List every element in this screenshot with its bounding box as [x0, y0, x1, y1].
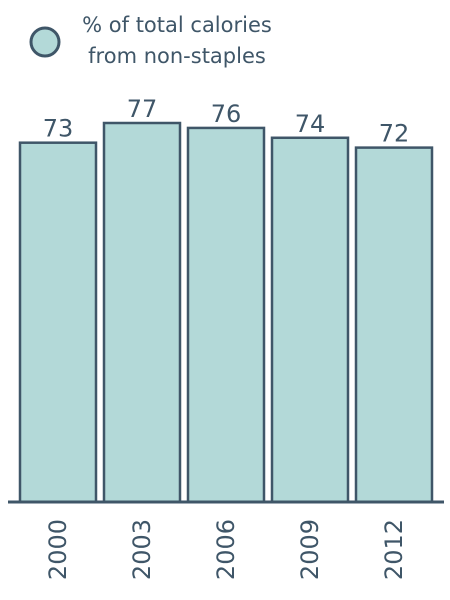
value-label-2003: 77: [127, 95, 158, 123]
bar-2003: [102, 121, 182, 504]
legend-label-line-1: % of total calories: [82, 13, 272, 37]
bars-group: [18, 121, 434, 504]
value-label-2000: 73: [43, 115, 74, 143]
bar-2012: [354, 146, 434, 504]
x-tick-label-2003: 2003: [128, 519, 156, 580]
bar-2000: [18, 141, 98, 504]
bar-2006: [186, 126, 266, 504]
value-label-2012: 72: [379, 120, 410, 148]
bar-2009: [270, 136, 350, 504]
value-label-2009: 74: [295, 110, 326, 138]
value-labels-group: 73 77 76 74 72: [43, 95, 410, 148]
legend-label-line-2: from non-staples: [88, 44, 266, 68]
value-label-2006: 76: [211, 100, 242, 128]
x-tick-labels-group: 2000 2003 2006 2009 2012: [44, 519, 408, 580]
x-tick-label-2006: 2006: [212, 519, 240, 580]
legend-marker: [29, 26, 61, 58]
x-tick-label-2012: 2012: [380, 519, 408, 580]
x-tick-label-2009: 2009: [296, 519, 324, 580]
x-tick-label-2000: 2000: [44, 519, 72, 580]
legend-label: % of total calories from non-staples: [62, 10, 292, 72]
